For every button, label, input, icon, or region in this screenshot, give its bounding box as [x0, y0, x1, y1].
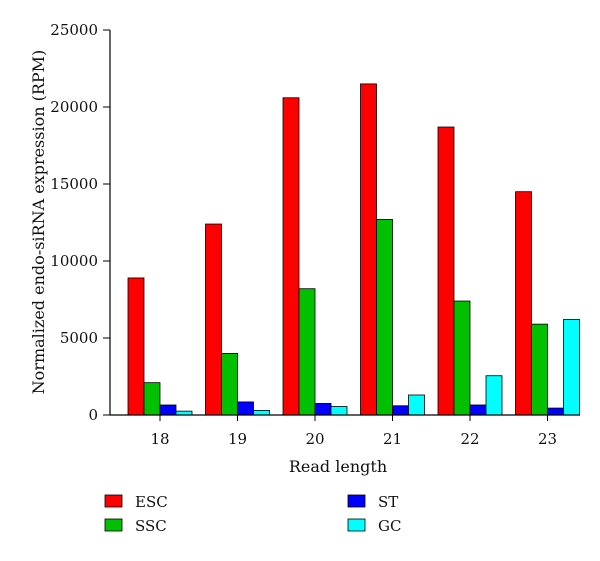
bar-esc-22	[437, 126, 455, 416]
bar-ssc-19	[221, 352, 238, 416]
bar-gc-23	[563, 319, 580, 416]
bar-gc-21	[408, 394, 425, 416]
bar-st-22	[469, 404, 487, 416]
x-axis-title: Read length	[289, 457, 387, 476]
legend-swatch-gc	[347, 518, 366, 532]
bar-st-20	[314, 403, 332, 416]
x-tick-label: 21	[383, 430, 402, 448]
bar-esc-21	[360, 83, 377, 416]
bar-esc-20	[282, 97, 300, 416]
x-tick-label: 18	[150, 430, 169, 448]
legend: ESC SSC ST GC	[104, 493, 401, 535]
bar-st-23	[547, 407, 564, 416]
y-tick-label: 20000	[50, 98, 98, 116]
bar-gc-22	[485, 375, 503, 416]
bar-ssc-22	[453, 300, 471, 416]
bar-ssc-18	[143, 382, 161, 416]
bar-ssc-23	[531, 323, 548, 416]
bar-esc-19	[205, 223, 222, 416]
y-tick-label: 25000	[50, 21, 98, 39]
bar-st-19	[237, 401, 254, 416]
y-tick-label: 15000	[50, 175, 98, 193]
legend-label-esc: ESC	[135, 493, 168, 511]
legend-swatch-st	[347, 494, 366, 508]
bar-st-18	[159, 404, 177, 416]
x-tick-label: 19	[228, 430, 247, 448]
x-axis: 18 19 20 21 22 23	[110, 414, 580, 448]
legend-label-ssc: SSC	[135, 517, 167, 535]
bar-esc-23	[515, 191, 532, 416]
legend-label-gc: GC	[378, 517, 401, 535]
bar-gc-19	[253, 409, 270, 416]
legend-label-st: ST	[378, 493, 398, 511]
bar-ssc-21	[376, 219, 393, 416]
y-tick-label: 10000	[50, 252, 98, 270]
y-axis: 0 5000 10000 15000 20000 25000	[50, 21, 111, 424]
bars-group	[127, 83, 580, 416]
y-axis-title: Normalized endo-siRNA expression (RPM)	[29, 50, 48, 395]
y-tick-label: 5000	[60, 329, 98, 347]
bar-ssc-20	[298, 288, 316, 416]
legend-swatch-ssc	[104, 518, 123, 532]
bar-st-21	[392, 405, 409, 416]
x-tick-label: 22	[460, 430, 479, 448]
x-tick-label: 20	[305, 430, 324, 448]
y-tick-label: 0	[88, 406, 98, 424]
bar-esc-18	[127, 277, 145, 416]
x-tick-label: 23	[538, 430, 557, 448]
bar-gc-20	[330, 406, 348, 416]
legend-swatch-esc	[104, 494, 123, 508]
